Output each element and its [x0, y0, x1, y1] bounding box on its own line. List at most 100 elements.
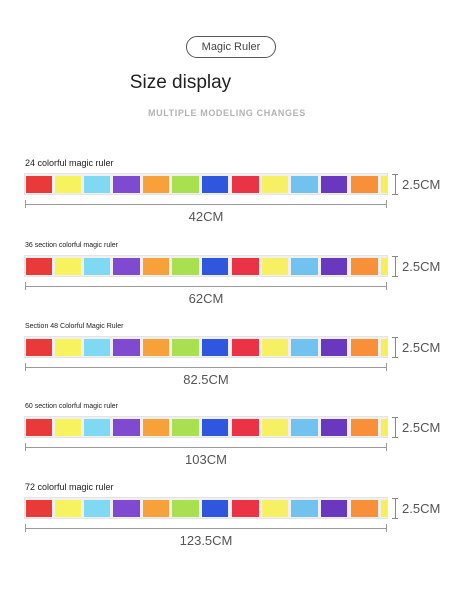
ruler-segment [351, 339, 378, 356]
ruler-segment [381, 419, 387, 436]
length-dimension-line [25, 528, 387, 529]
ruler-label: 36 section colorful magic ruler [25, 242, 118, 249]
length-dimension-tick [25, 363, 26, 371]
length-dimension-tick [25, 524, 26, 532]
ruler-segment [26, 176, 52, 193]
length-dimension-line [25, 447, 387, 448]
ruler-segment [55, 419, 81, 436]
ruler-image [24, 416, 388, 438]
ruler-segment [321, 339, 347, 356]
ruler-segment [202, 258, 228, 275]
ruler-section: 72 colorful magic ruler 123.5CM 2.5CM [0, 479, 459, 559]
ruler-section: Section 48 Colorful Magic Ruler 82.5CM 2.5… [0, 318, 459, 398]
ruler-segment [113, 339, 140, 356]
height-dimension-tick [392, 417, 398, 418]
height-dimension-line [395, 337, 396, 357]
ruler-segment [26, 419, 52, 436]
ruler-segment [351, 419, 378, 436]
ruler-segment [291, 339, 318, 356]
height-dimension-tick [392, 437, 398, 438]
ruler-segment [55, 500, 81, 517]
length-dimension-tick [386, 282, 387, 290]
ruler-segment [84, 500, 110, 517]
ruler-segment [232, 339, 259, 356]
ruler-segment [113, 258, 140, 275]
ruler-segment [172, 176, 199, 193]
height-value: 2.5CM [402, 177, 441, 192]
ruler-segment [381, 339, 387, 356]
ruler-segment [232, 258, 259, 275]
ruler-section: 60 section colorful magic ruler 103CM 2.5C… [0, 398, 459, 478]
ruler-segment [262, 500, 288, 517]
ruler-segment [143, 419, 169, 436]
height-dimension-line [395, 256, 396, 276]
height-value: 2.5CM [402, 420, 441, 435]
ruler-image [24, 336, 388, 358]
ruler-segment [262, 176, 288, 193]
page-subtitle: MULTIPLE MODELING CHANGES [148, 108, 306, 118]
ruler-segment [351, 176, 378, 193]
ruler-segment [55, 176, 81, 193]
ruler-segment [113, 176, 140, 193]
ruler-label: 72 colorful magic ruler [25, 482, 114, 492]
ruler-segment [84, 176, 110, 193]
ruler-segment [55, 339, 81, 356]
ruler-segment [262, 339, 288, 356]
ruler-segment [291, 419, 318, 436]
ruler-segment [143, 339, 169, 356]
ruler-label: Section 48 Colorful Magic Ruler [25, 323, 124, 330]
height-dimension-tick [392, 194, 398, 195]
ruler-segment [84, 419, 110, 436]
length-value: 123.5CM [179, 533, 233, 548]
ruler-segment [84, 258, 110, 275]
height-dimension-line [395, 417, 396, 437]
ruler-segment [84, 339, 110, 356]
ruler-segment [26, 339, 52, 356]
length-dimension-tick [386, 443, 387, 451]
height-value: 2.5CM [402, 340, 441, 355]
height-dimension-tick [392, 498, 398, 499]
ruler-segment [291, 500, 318, 517]
ruler-label: 60 section colorful magic ruler [25, 403, 118, 410]
length-value: 82.5CM [183, 372, 229, 387]
height-dimension-tick [392, 357, 398, 358]
height-dimension-line [395, 498, 396, 518]
length-dimension-tick [386, 200, 387, 208]
ruler-segment [26, 500, 52, 517]
length-dimension-line [25, 204, 387, 205]
ruler-segment [26, 258, 52, 275]
ruler-segment [321, 500, 347, 517]
ruler-segment [381, 258, 387, 275]
height-value: 2.5CM [402, 259, 441, 274]
length-value: 62CM [188, 291, 224, 306]
length-value: 42CM [188, 209, 224, 224]
ruler-segment [291, 258, 318, 275]
ruler-segment [232, 500, 259, 517]
ruler-label: 24 colorful magic ruler [25, 158, 114, 168]
height-dimension-tick [392, 276, 398, 277]
page-title: Size display [129, 72, 232, 93]
ruler-segment [202, 176, 228, 193]
ruler-segment [143, 500, 169, 517]
ruler-segment [172, 258, 199, 275]
height-dimension-line [395, 174, 396, 194]
ruler-section: 24 colorful magic ruler 42CM 2.5CM [0, 155, 459, 235]
ruler-segment [381, 176, 387, 193]
length-dimension-tick [25, 443, 26, 451]
height-dimension-tick [392, 174, 398, 175]
length-value: 103CM [185, 452, 227, 467]
height-dimension-tick [392, 518, 398, 519]
ruler-segment [55, 258, 81, 275]
ruler-segment [202, 419, 228, 436]
length-dimension-line [25, 286, 387, 287]
ruler-segment [321, 419, 347, 436]
ruler-segment [351, 500, 378, 517]
ruler-segment [143, 176, 169, 193]
product-badge-label: Magic Ruler [201, 41, 261, 53]
ruler-segment [172, 339, 199, 356]
ruler-segment [262, 258, 288, 275]
height-dimension-tick [392, 337, 398, 338]
product-badge: Magic Ruler [186, 36, 276, 58]
ruler-segment [321, 258, 347, 275]
ruler-segment [232, 419, 259, 436]
